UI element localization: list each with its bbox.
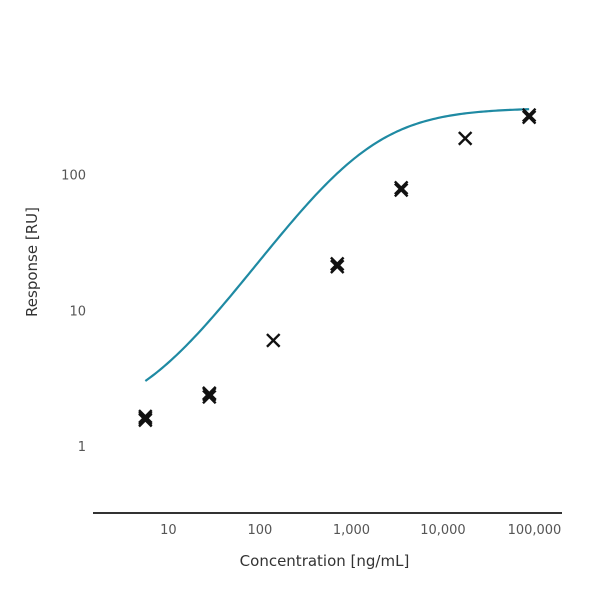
data-point-marker: [521, 107, 537, 123]
data-point-marker: [330, 259, 345, 274]
data-point-marker: [266, 333, 281, 348]
marker-stroke: [138, 412, 153, 428]
marker-stroke: [330, 259, 345, 274]
marker-stroke: [138, 409, 153, 424]
data-point-marker: [138, 409, 153, 424]
data-point-marker: [394, 182, 409, 198]
marker-stroke: [394, 182, 409, 198]
marker-stroke: [202, 389, 217, 405]
marker-stroke: [394, 180, 409, 196]
data-markers: [138, 107, 537, 428]
y-tick-labels: 1 10 100: [61, 169, 86, 455]
x-tick-label: 100,000: [508, 523, 562, 538]
x-tick-label: 10,000: [420, 523, 466, 538]
x-axis-title: Concentration [ng/mL]: [240, 552, 410, 570]
marker-stroke: [266, 333, 281, 348]
data-point-marker: [138, 411, 153, 426]
marker-stroke: [330, 256, 345, 272]
data-point-marker: [521, 110, 537, 125]
x-tick-labels: 10 100 1,000 10,000 100,000: [160, 523, 561, 538]
x-tick-label: 1,000: [333, 523, 370, 538]
y-axis-title: Response [RU]: [23, 207, 41, 317]
marker-stroke: [521, 110, 537, 125]
data-point-marker: [457, 131, 473, 146]
x-tick-label: 100: [247, 523, 272, 538]
marker-stroke: [202, 386, 217, 401]
marker-stroke: [138, 411, 153, 426]
y-tick-label: 1: [78, 440, 86, 455]
data-point-marker: [202, 386, 217, 401]
data-point-marker: [330, 256, 345, 272]
data-point-marker: [138, 412, 153, 428]
fit-curve: [144, 108, 530, 382]
y-tick-label: 10: [69, 304, 86, 319]
marker-stroke: [521, 107, 537, 123]
data-point-marker: [394, 180, 409, 196]
data-point-marker: [202, 389, 217, 405]
y-tick-label: 100: [61, 169, 86, 184]
marker-stroke: [457, 131, 473, 146]
x-tick-label: 10: [160, 523, 177, 538]
